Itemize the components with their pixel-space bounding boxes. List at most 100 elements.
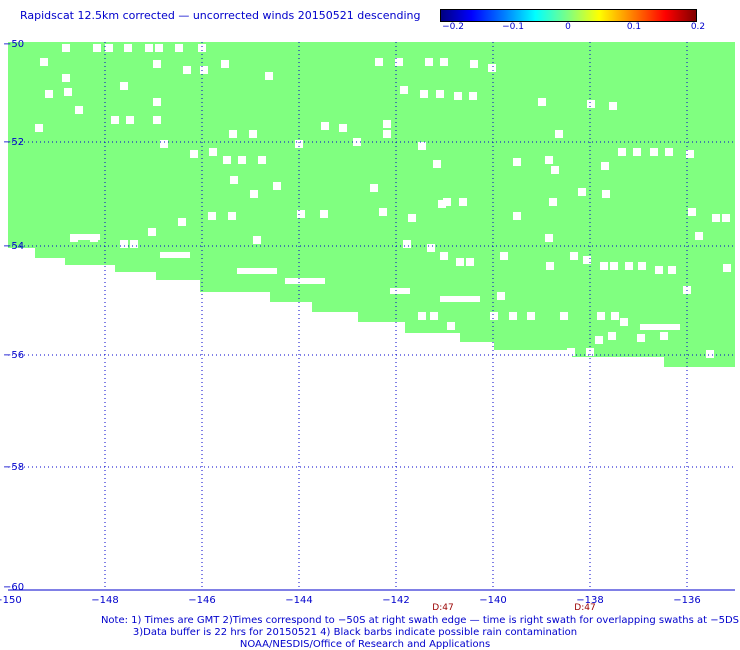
longitude-labels: −150 −148 −146 −144 −142 −140 −138 −136 (0, 595, 701, 606)
data-gap (587, 100, 595, 108)
data-gap-streak (160, 252, 190, 258)
data-gap (320, 210, 328, 218)
data-gap (433, 160, 441, 168)
data-gap (551, 166, 559, 174)
data-gap (545, 156, 553, 164)
data-gap (178, 218, 186, 226)
data-gaps (35, 44, 731, 358)
colorbar-label: −0.2 (442, 22, 464, 32)
data-gap (597, 312, 605, 320)
data-gap (546, 262, 554, 270)
colorbar-label: 0.2 (690, 22, 706, 32)
data-gap (126, 116, 134, 124)
lon-label: −148 (91, 595, 118, 606)
data-gap (62, 44, 70, 52)
color-scale-bar (440, 9, 697, 22)
data-gap (456, 258, 464, 266)
data-gap (509, 312, 517, 320)
data-gap (175, 44, 183, 52)
data-gap (625, 262, 633, 270)
lat-label: −54 (3, 241, 24, 252)
data-gap (153, 98, 161, 106)
data-gap (400, 86, 408, 94)
data-gap (62, 74, 70, 82)
data-gap (555, 130, 563, 138)
data-gap (124, 44, 132, 52)
data-gap-streak (440, 296, 480, 302)
map-title: Rapidscat 12.5km corrected — uncorrected… (20, 9, 421, 22)
data-gap (379, 208, 387, 216)
data-gap (383, 130, 391, 138)
data-gap (513, 212, 521, 220)
data-gap (427, 244, 435, 252)
data-gap (253, 236, 261, 244)
data-gap (160, 140, 168, 148)
data-gap-streak (237, 268, 277, 274)
data-gap (440, 58, 448, 66)
data-gap (454, 92, 462, 100)
data-gap (695, 232, 703, 240)
data-gap (601, 162, 609, 170)
data-gap (148, 228, 156, 236)
data-gap (447, 322, 455, 330)
data-gap (209, 148, 217, 156)
data-gap (208, 212, 216, 220)
lon-label: −150 (0, 595, 22, 606)
data-gap (45, 90, 53, 98)
data-gap (297, 210, 305, 218)
data-gap (595, 336, 603, 344)
data-gap (250, 190, 258, 198)
data-gap (183, 66, 191, 74)
data-gap (440, 252, 448, 260)
data-gap (40, 58, 48, 66)
data-gap (618, 148, 626, 156)
data-gap (420, 90, 428, 98)
data-gap (620, 318, 628, 326)
data-gap (549, 198, 557, 206)
data-gap (578, 188, 586, 196)
data-gap (527, 312, 535, 320)
data-gap (712, 214, 720, 222)
data-gap (265, 72, 273, 80)
data-gap (64, 88, 72, 96)
latitude-labels: −50 −52 −54 −56 −58 −60 (3, 39, 24, 593)
swath-time-label: D:47 (574, 603, 595, 613)
data-gap (665, 148, 673, 156)
data-gap (370, 184, 378, 192)
data-gap (223, 156, 231, 164)
data-gap (567, 348, 575, 356)
data-gap (637, 334, 645, 342)
data-gap (35, 124, 43, 132)
data-gap-streak (390, 288, 410, 294)
lat-label: −50 (3, 39, 24, 50)
data-gap (93, 44, 101, 52)
data-gap (155, 44, 163, 52)
data-gap (198, 44, 206, 52)
data-gap (228, 212, 236, 220)
data-gap (608, 332, 616, 340)
data-gap (560, 312, 568, 320)
data-gap (120, 82, 128, 90)
data-gap (321, 122, 329, 130)
lon-label: −142 (382, 595, 409, 606)
data-gap (600, 262, 608, 270)
data-gap (153, 60, 161, 68)
lon-label: −136 (673, 595, 700, 606)
data-gap (258, 156, 266, 164)
data-gap (469, 92, 477, 100)
data-gap-streak (640, 324, 680, 330)
data-gap (436, 90, 444, 98)
data-gap (273, 182, 281, 190)
colorbar-label: 0 (565, 22, 571, 32)
data-gap (610, 262, 618, 270)
lat-label: −52 (3, 137, 24, 148)
data-gap (583, 256, 591, 264)
data-gap (403, 240, 411, 248)
data-gap (105, 44, 113, 52)
data-gap (688, 208, 696, 216)
data-gap (111, 116, 119, 124)
data-gap (190, 150, 198, 158)
data-gap (538, 98, 546, 106)
data-gap (723, 264, 731, 272)
